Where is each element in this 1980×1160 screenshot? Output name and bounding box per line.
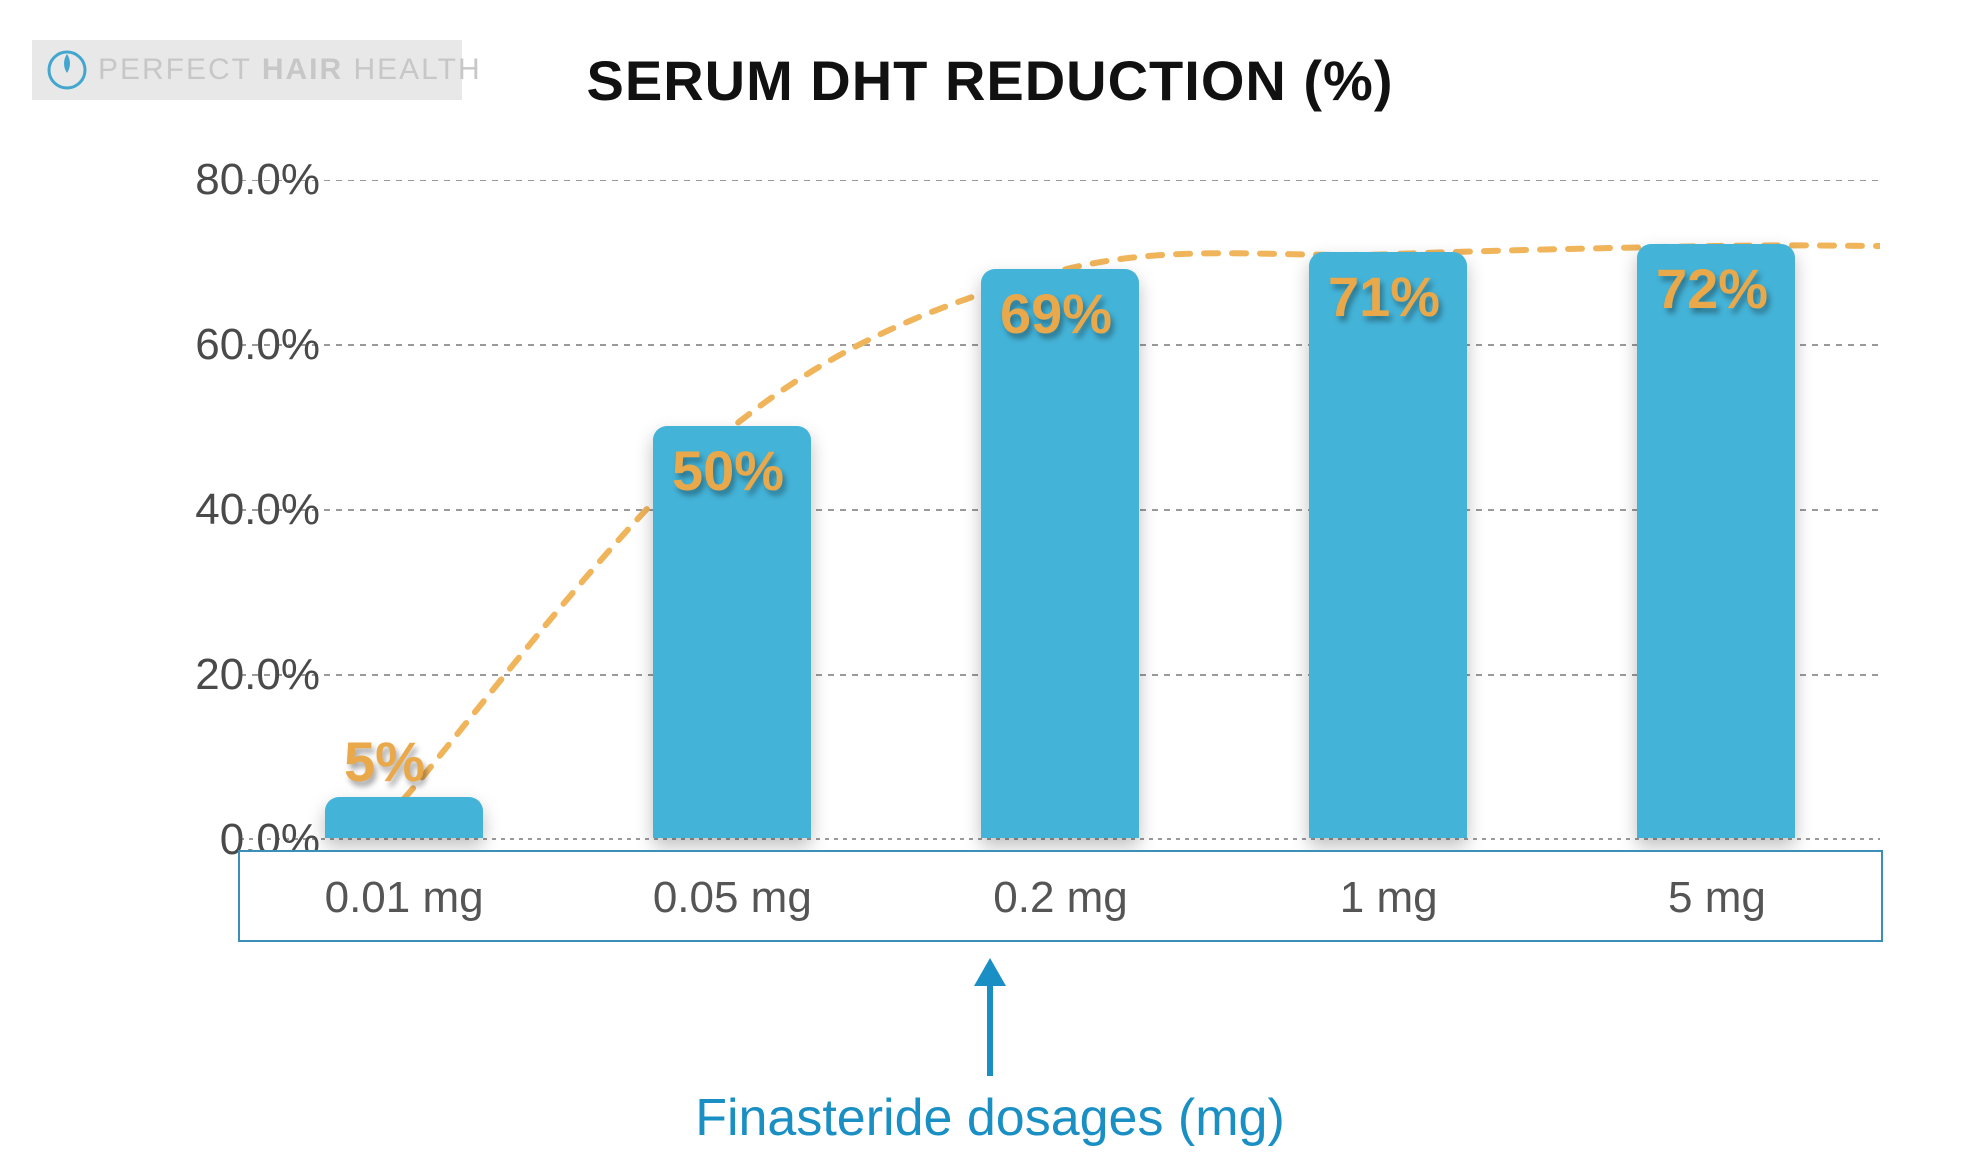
arrow-up-icon [970,958,1010,1078]
bar [981,269,1138,838]
chart-plot-area: 5% 50% 69% 71% 72% [240,180,1880,840]
y-tick-label: 40.0% [100,485,320,535]
category-label: 0.05 mg [568,852,896,940]
y-tick-label: 60.0% [100,320,320,370]
bar-value-label: 69% [1000,281,1112,346]
category-label: 5 mg [1553,852,1881,940]
bars-group: 5% 50% 69% 71% 72% [240,180,1880,840]
chart-title: SERUM DHT REDUCTION (%) [0,48,1980,113]
category-axis-box: 0.01 mg0.05 mg0.2 mg1 mg5 mg [238,850,1883,942]
x-axis-label: Finasteride dosages (mg) [0,1088,1980,1148]
y-tick-label: 20.0% [100,650,320,700]
bar-value-label: 71% [1328,264,1440,329]
category-label: 1 mg [1225,852,1553,940]
bar-value-label: 5% [344,729,425,794]
category-label: 0.2 mg [896,852,1224,940]
category-label: 0.01 mg [240,852,568,940]
bar [1309,252,1466,838]
bar [325,797,482,838]
bar [1637,244,1794,838]
x-axis-label-group: Finasteride dosages (mg) [0,958,1980,1148]
y-tick-label: 80.0% [100,155,320,205]
bar-value-label: 50% [672,438,784,503]
bar-value-label: 72% [1656,256,1768,321]
